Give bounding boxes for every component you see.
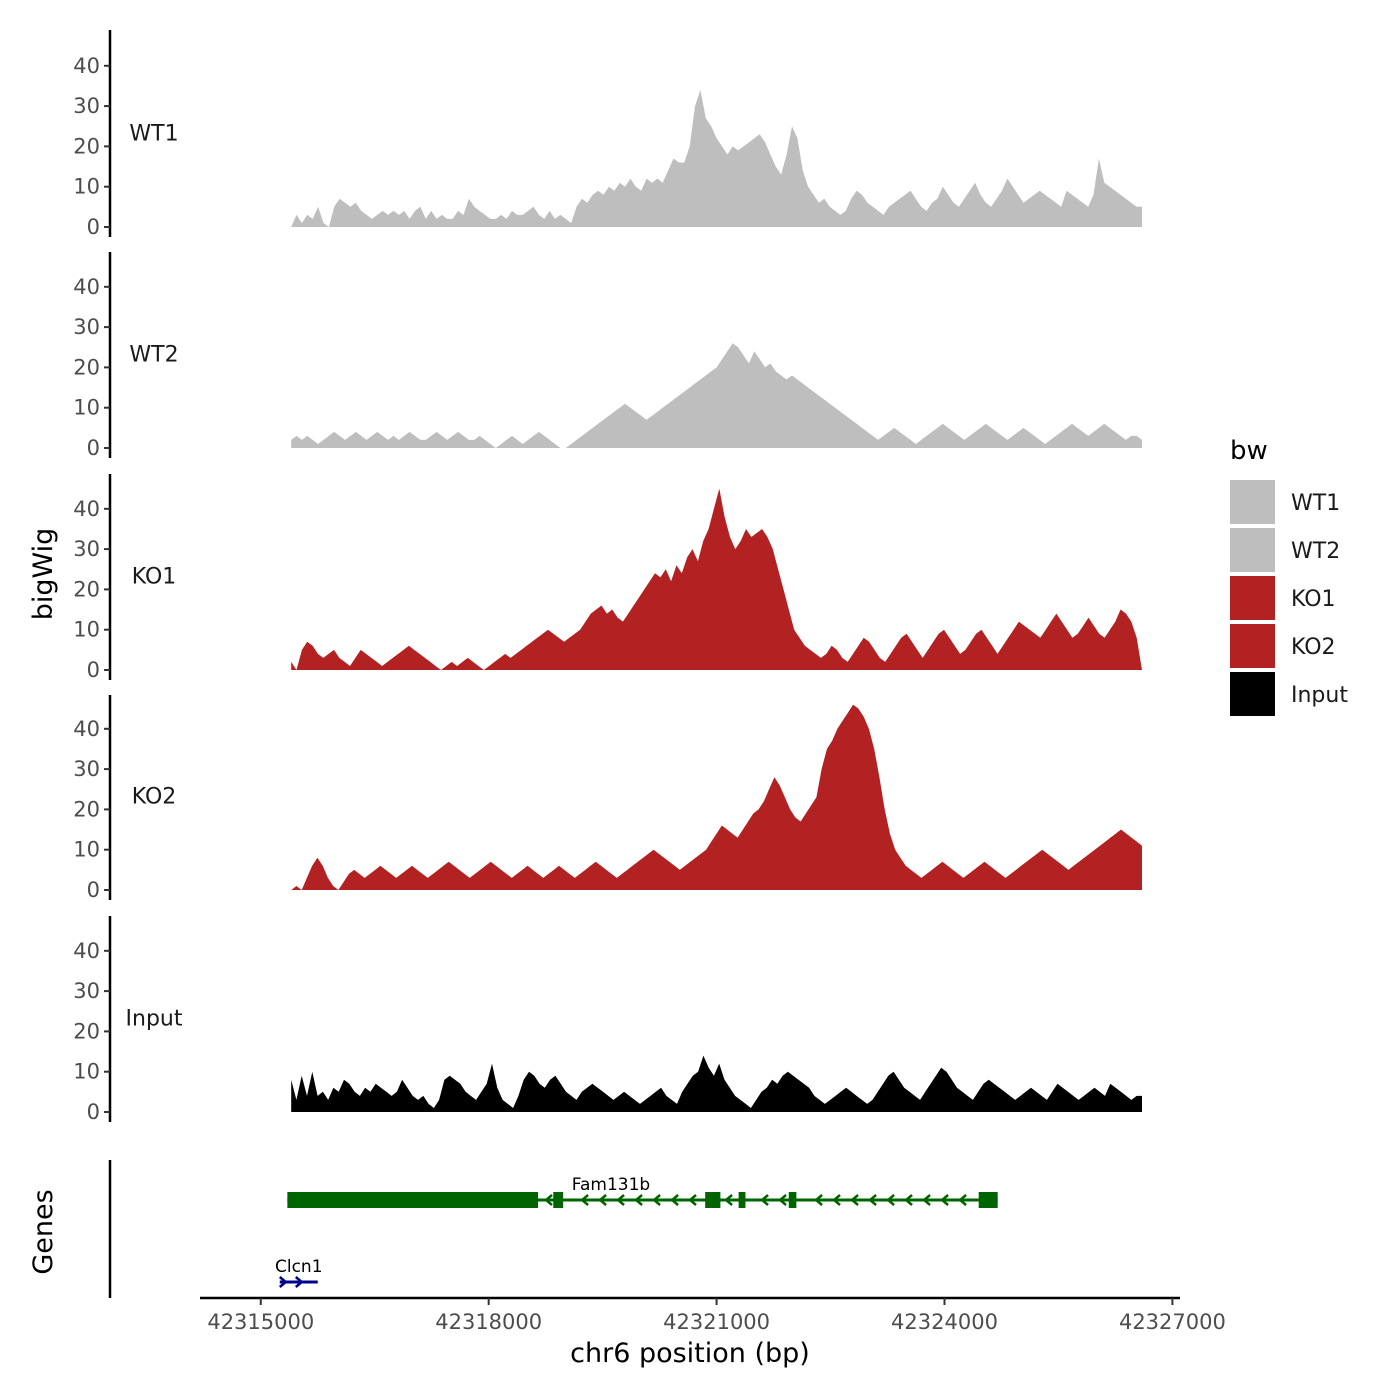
- strand-chevron: [904, 1194, 913, 1206]
- legend-key-input: [1230, 672, 1275, 716]
- y-tick-label: 30: [73, 757, 100, 781]
- track-wt2: 0 10 20 30 40 WT2: [73, 252, 1142, 460]
- legend-label-ko2: KO2: [1291, 635, 1336, 660]
- y-tick-label: 10: [73, 396, 100, 420]
- legend-title: bw: [1230, 436, 1268, 466]
- legend-label-ko1: KO1: [1291, 587, 1336, 612]
- y-tick-label: 0: [87, 878, 100, 902]
- strand-chevron: [958, 1194, 967, 1206]
- track-wt1: 0 10 20 30 40 WT1: [73, 30, 1142, 239]
- legend-label-wt2: WT2: [1291, 539, 1340, 564]
- strand-chevron: [832, 1194, 841, 1206]
- y-tick-label: 30: [73, 537, 100, 561]
- y-tick-label: 20: [73, 797, 100, 821]
- signal-area: [291, 488, 1142, 670]
- y-tick-label: 40: [73, 275, 100, 299]
- gene-exon: [978, 1192, 998, 1208]
- track-label: WT1: [129, 121, 178, 146]
- genes-panel: Fam131b Clcn1: [108, 1160, 998, 1298]
- x-tick-label: 42324000: [891, 1310, 998, 1334]
- genes-axis-title: Genes: [28, 1189, 59, 1274]
- y-tick-label: 10: [73, 838, 100, 862]
- strand-chevron: [294, 1276, 304, 1288]
- x-axis-title: chr6 position (bp): [570, 1338, 810, 1369]
- y-tick-label: 30: [73, 979, 100, 1003]
- gene-exon: [705, 1192, 721, 1208]
- y-tick-label: 40: [73, 54, 100, 78]
- y-tick-label: 10: [73, 618, 100, 642]
- y-tick-label: 20: [73, 134, 100, 158]
- strand-chevron: [940, 1194, 949, 1206]
- y-tick-label: 40: [73, 717, 100, 741]
- track-ko2: 0 10 20 30 40 KO2: [73, 695, 1142, 902]
- strand-chevron: [922, 1194, 931, 1206]
- strand-chevron: [670, 1194, 679, 1206]
- y-tick-label: 40: [73, 939, 100, 963]
- legend-key-ko2: [1230, 624, 1275, 668]
- x-axis: 42315000 42318000 42321000 42324000 42327000: [200, 1296, 1226, 1334]
- strand-chevron: [886, 1194, 895, 1206]
- signal-area: [291, 1055, 1142, 1112]
- gene-exon: [788, 1192, 797, 1208]
- y-tick-label: 30: [73, 315, 100, 339]
- strand-chevron: [544, 1194, 553, 1206]
- x-tick-label: 42318000: [435, 1310, 542, 1334]
- strand-chevron: [278, 1276, 288, 1288]
- y-tick-label: 40: [73, 497, 100, 521]
- strand-chevron: [652, 1194, 661, 1206]
- legend: bw WT1 WT2 KO1 KO2 Input: [1230, 436, 1348, 716]
- legend-key-ko1: [1230, 576, 1275, 620]
- y-tick-label: 0: [87, 658, 100, 682]
- y-tick-label: 20: [73, 1019, 100, 1043]
- y-tick-label: 10: [73, 175, 100, 199]
- signal-area: [291, 90, 1142, 227]
- strand-chevron: [724, 1194, 733, 1206]
- y-tick-label: 20: [73, 355, 100, 379]
- gene-exon: [738, 1192, 746, 1208]
- gene-fam131b: Fam131b: [287, 1175, 998, 1208]
- y-axis-title: bigWig: [28, 528, 59, 621]
- x-tick-label: 42321000: [663, 1310, 770, 1334]
- y-tick-label: 0: [87, 436, 100, 460]
- gene-label: Clcn1: [275, 1257, 323, 1277]
- strand-chevron: [598, 1194, 607, 1206]
- track-label: Input: [126, 1006, 183, 1031]
- y-tick-label: 0: [87, 215, 100, 239]
- legend-label-input: Input: [1291, 683, 1348, 708]
- strand-chevron: [760, 1194, 769, 1206]
- strand-chevron: [814, 1194, 823, 1206]
- strand-chevron: [616, 1194, 625, 1206]
- legend-key-wt1: [1230, 480, 1275, 524]
- y-tick-label: 10: [73, 1060, 100, 1084]
- track-label: KO1: [132, 564, 177, 589]
- gene-label: Fam131b: [572, 1175, 650, 1195]
- y-tick-label: 20: [73, 577, 100, 601]
- strand-chevron: [688, 1194, 697, 1206]
- strand-chevron: [850, 1194, 859, 1206]
- track-ko1: 0 10 20 30 40 KO1: [73, 474, 1142, 682]
- legend-key-wt2: [1230, 528, 1275, 572]
- x-tick-label: 42315000: [207, 1310, 314, 1334]
- gene-exon: [553, 1192, 564, 1208]
- strand-chevron: [868, 1194, 877, 1206]
- track-label: KO2: [132, 784, 177, 809]
- signal-area: [291, 343, 1142, 448]
- signal-area: [291, 704, 1142, 890]
- gene-clcn1: Clcn1: [275, 1257, 323, 1288]
- legend-label-wt1: WT1: [1291, 491, 1340, 516]
- y-tick-label: 0: [87, 1100, 100, 1124]
- x-tick-label: 42327000: [1119, 1310, 1226, 1334]
- strand-chevron: [778, 1194, 787, 1206]
- strand-chevron: [634, 1194, 643, 1206]
- gene-exon: [287, 1192, 539, 1208]
- track-input: 0 10 20 30 40 Input: [73, 916, 1142, 1124]
- track-label: WT2: [129, 342, 178, 367]
- strand-chevron: [580, 1194, 589, 1206]
- tracks-panel: 0 10 20 30 40 WT1 0 10 20 30 40 WT2 0 10 20 30 40 KO1 0 10 2…: [73, 30, 1142, 1124]
- y-tick-label: 30: [73, 94, 100, 118]
